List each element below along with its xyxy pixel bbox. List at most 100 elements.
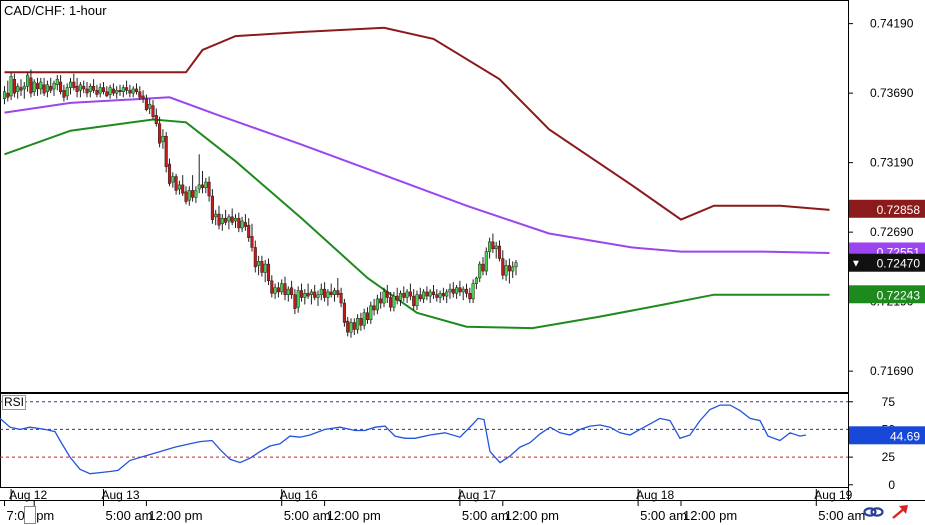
candlestick — [280, 279, 284, 295]
candle-body — [82, 85, 86, 90]
candle-body — [309, 291, 313, 295]
candlestick — [68, 77, 73, 95]
candle-body — [217, 213, 221, 226]
candlestick — [448, 283, 452, 299]
candlestick — [422, 289, 426, 304]
candlestick — [428, 289, 432, 304]
candlestick — [220, 214, 224, 231]
candlestick — [253, 240, 257, 273]
candlestick — [266, 258, 271, 285]
candlestick — [16, 83, 20, 99]
rsi-panel-frame — [0, 393, 849, 488]
candle-body — [270, 280, 274, 294]
candle-body — [154, 115, 158, 124]
candlestick — [158, 116, 162, 148]
lower-band-line — [4, 118, 830, 330]
day-label: Aug 12 — [9, 488, 47, 502]
candlestick — [468, 287, 472, 304]
candlestick — [167, 158, 172, 187]
candlestick — [293, 289, 297, 315]
candle-body — [346, 320, 350, 333]
candle-body — [263, 263, 267, 273]
candlestick — [151, 100, 155, 120]
candlestick — [501, 250, 505, 280]
candle-body — [494, 245, 498, 250]
candle-body — [224, 217, 228, 223]
candle-body — [29, 77, 33, 94]
candlestick — [62, 84, 66, 102]
candle-body — [187, 190, 191, 201]
time-label: 12:00 pm — [327, 508, 381, 523]
candle-body — [233, 217, 238, 222]
candle-body — [313, 291, 317, 298]
candlestick — [445, 289, 449, 304]
candle-body — [181, 184, 185, 194]
candlestick — [336, 278, 340, 298]
candle-body — [375, 298, 379, 311]
candlestick — [507, 258, 511, 284]
candle-body — [273, 287, 277, 294]
candlestick — [504, 259, 508, 281]
candle-body — [88, 85, 92, 92]
candle-body — [49, 85, 53, 91]
candlestick — [461, 286, 465, 301]
candlestick — [101, 82, 106, 95]
candlestick — [306, 283, 310, 299]
candle-body — [131, 88, 135, 94]
candle-body — [78, 84, 82, 91]
candle-body — [68, 81, 73, 88]
candle-body — [455, 287, 459, 294]
candle-body — [65, 87, 69, 97]
candlestick — [148, 98, 152, 114]
candlestick — [488, 237, 492, 259]
candle-body — [45, 84, 49, 92]
candle-body — [111, 88, 115, 94]
candlestick — [342, 298, 346, 327]
candle-body — [362, 312, 366, 326]
red-arrow-icon[interactable] — [890, 502, 912, 522]
time-label: 12:00 pm — [505, 508, 559, 523]
candlestick — [88, 83, 92, 98]
candle-body — [395, 295, 399, 301]
candlestick — [316, 290, 320, 306]
candle-body — [379, 298, 383, 304]
candlestick — [181, 175, 185, 196]
candlestick — [39, 77, 43, 95]
candle-body — [207, 181, 211, 197]
time-label: 12:00 pm — [683, 508, 737, 523]
link-icon[interactable] — [862, 502, 884, 522]
candlestick — [438, 290, 442, 304]
time-label: 5:00 am — [462, 508, 509, 523]
candle-body — [19, 87, 23, 91]
candlestick — [19, 79, 23, 96]
candlestick — [115, 86, 119, 99]
candle-body — [118, 90, 122, 92]
price-tick-label: 0.71690 — [870, 364, 914, 378]
middle-band-line — [4, 96, 830, 254]
candlestick — [200, 170, 205, 194]
candlestick — [144, 94, 148, 112]
candle-body — [488, 241, 492, 252]
candlestick — [455, 284, 459, 299]
candlestick — [72, 73, 76, 91]
candle-body — [365, 312, 370, 320]
candle-body — [323, 288, 327, 298]
candlestick — [326, 289, 330, 306]
candlestick — [82, 80, 86, 94]
rsi-panel-label: RSI — [2, 395, 27, 410]
candle-body — [507, 265, 511, 272]
candlestick — [42, 77, 46, 96]
candle-body — [359, 318, 363, 326]
candle-body — [356, 318, 360, 330]
candlestick — [75, 77, 79, 98]
candle-body — [42, 84, 46, 94]
candlestick — [171, 172, 175, 188]
candle-body — [352, 322, 356, 330]
candlestick — [49, 77, 53, 94]
candlestick — [257, 255, 261, 276]
candle-body — [151, 105, 155, 118]
candlestick — [154, 108, 158, 127]
candlestick — [299, 283, 304, 302]
time-label: 5:00 am — [284, 508, 331, 523]
